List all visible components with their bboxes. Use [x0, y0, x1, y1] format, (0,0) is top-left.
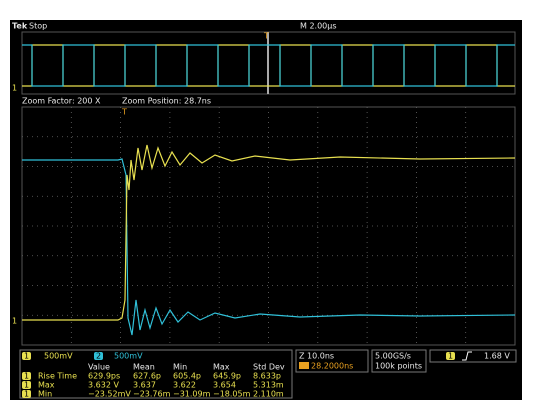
measurement-value: 8.633p: [253, 372, 281, 381]
overview-ground-marker: 1: [12, 84, 17, 93]
column-header: Std Dev: [253, 363, 285, 372]
ch1-badge: [22, 352, 31, 360]
sample-rate: 5.00GS/s: [375, 352, 411, 361]
measurement-value: 2.110m: [253, 390, 284, 399]
measurement-value: 627.6p: [133, 372, 161, 381]
ch1-scale: 500mV: [44, 352, 73, 361]
measurement-panel: [19, 349, 293, 399]
row-label: Max: [38, 381, 55, 390]
ground-marker: 1: [12, 317, 17, 326]
column-header: Value: [88, 363, 110, 372]
measurement-value: 5.313m: [253, 381, 284, 390]
position-icon: [299, 362, 309, 369]
row-badge: [22, 390, 31, 398]
ch2-number: 2: [96, 352, 101, 361]
zoom-factor: Zoom Factor: 200 X: [22, 97, 101, 106]
row-label: Rise Time: [38, 372, 77, 381]
row-source: 1: [24, 372, 29, 381]
column-header: Min: [173, 363, 187, 372]
row-label: Min: [38, 390, 52, 399]
measurement-value: 605.4p: [173, 372, 201, 381]
timebase: M 2.00µs: [300, 22, 337, 31]
column-header: Max: [213, 363, 230, 372]
measurement-value: 3.637: [133, 381, 156, 390]
trigger-source: 1: [448, 352, 453, 361]
overview-ch2-trace: [22, 44, 515, 87]
measurement-value: −23.52mV: [88, 390, 131, 399]
record-length: 100k points: [375, 362, 422, 371]
measurement-value: −31.09m: [173, 390, 211, 399]
row-source: 1: [24, 390, 29, 399]
measurement-value: 3.622: [173, 381, 196, 390]
measurement-value: −23.76m: [133, 390, 171, 399]
row-badge: [22, 372, 31, 380]
trigger-level: 1.68 V: [484, 352, 510, 361]
zoom-trigger-marker: T: [121, 108, 127, 117]
measurement-value: 645.9p: [213, 372, 241, 381]
ch1-number: 1: [24, 352, 29, 361]
column-header: Mean: [133, 363, 155, 372]
zoom-position: Zoom Position: 28.7ns: [122, 97, 211, 106]
status: Stop: [29, 22, 47, 31]
ch2-scale: 500mV: [114, 352, 143, 361]
measurement-value: 3.632 V: [88, 381, 119, 390]
graticule: [22, 107, 515, 345]
screen-bg: [10, 20, 522, 400]
measurement-value: −18.05m: [213, 390, 251, 399]
acquisition-panel: [371, 349, 427, 373]
horizontal-panel: [295, 349, 369, 373]
trigger-badge: [446, 352, 455, 360]
trigger-panel: [429, 349, 517, 363]
measurement-value: 3.654: [213, 381, 236, 390]
row-source: 1: [24, 381, 29, 390]
horizontal-scale: Z 10.0ns: [299, 352, 334, 361]
ch2-badge: [94, 352, 103, 360]
trigger-slope: [462, 351, 472, 361]
overview-trigger-marker: T: [263, 32, 269, 41]
row-badge: [22, 381, 31, 389]
ch2-trace: [22, 158, 516, 336]
ch1-trace: [22, 144, 516, 321]
measurement-value: 629.9ps: [88, 372, 120, 381]
brand: Tek: [12, 22, 28, 31]
horizontal-position: 28.2000ns: [311, 362, 353, 371]
